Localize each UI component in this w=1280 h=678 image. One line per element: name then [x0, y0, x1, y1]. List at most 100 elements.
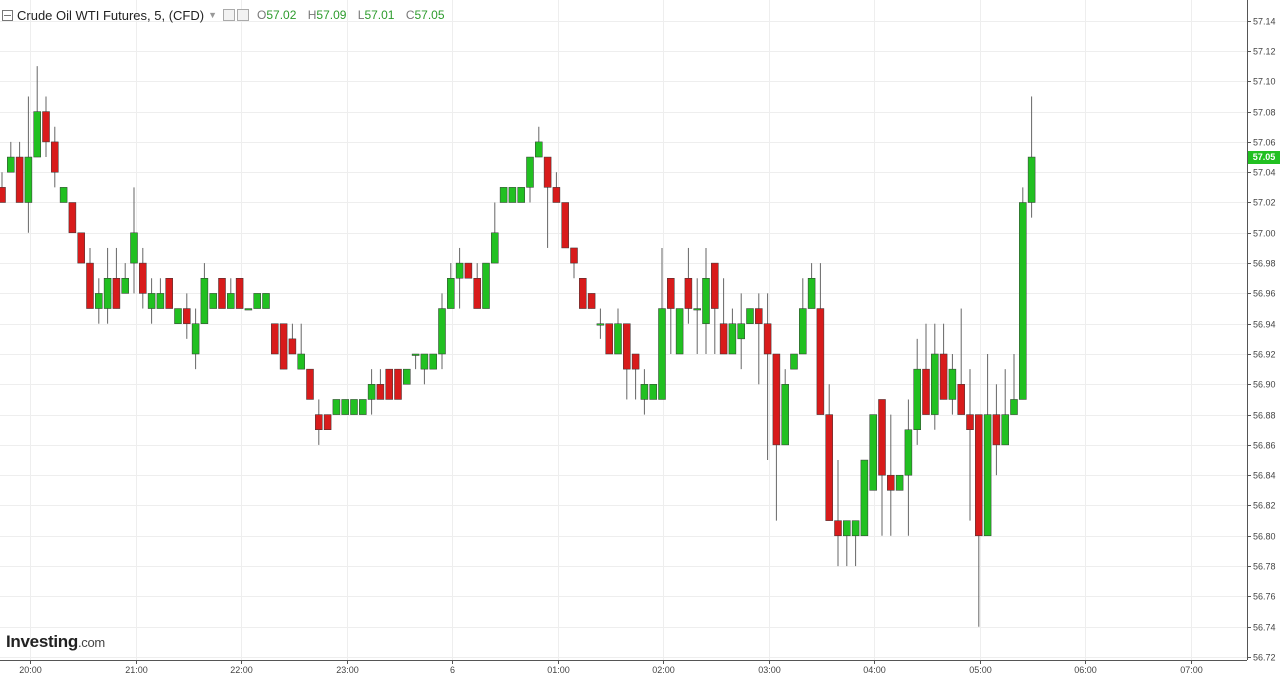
candle-body — [684, 278, 693, 309]
candle — [693, 278, 701, 354]
candle-body — [983, 414, 992, 537]
candle-body — [209, 293, 217, 309]
candle — [24, 96, 33, 233]
candle — [288, 323, 297, 355]
candle-body — [156, 293, 165, 309]
y-tick-label: 56.80 — [1253, 532, 1276, 542]
candle-body — [1010, 399, 1018, 415]
candle — [719, 278, 728, 355]
candle — [904, 399, 913, 536]
candle-body — [587, 293, 596, 309]
candle — [323, 414, 332, 431]
candle — [746, 308, 754, 324]
candle-body — [139, 262, 147, 294]
candle-body — [957, 384, 965, 415]
candle — [411, 353, 420, 370]
candle — [447, 263, 455, 309]
chevron-down-icon[interactable]: ▼ — [208, 10, 217, 20]
instrument-title[interactable]: Crude Oil WTI Futures, 5, (CFD) — [17, 7, 205, 23]
candle-body — [579, 278, 587, 309]
candle — [631, 353, 640, 400]
candle-body — [376, 384, 385, 400]
candle-body — [183, 308, 191, 324]
candle — [77, 232, 85, 264]
candle — [482, 262, 490, 309]
candle — [306, 368, 314, 400]
candle-body — [130, 232, 138, 264]
candle — [658, 247, 666, 400]
candle-body — [42, 111, 50, 143]
candle-body — [887, 474, 895, 491]
candle — [253, 293, 261, 309]
x-tick-label: 01:00 — [547, 665, 570, 675]
candle-body — [640, 384, 649, 400]
candle-body — [1001, 414, 1009, 446]
candle-body — [15, 156, 24, 203]
candle — [68, 202, 77, 234]
y-tick-label: 57.08 — [1253, 108, 1276, 118]
candle — [15, 141, 24, 203]
y-tick-label: 56.78 — [1253, 562, 1276, 572]
candle-body — [235, 278, 244, 309]
candle-body — [447, 278, 455, 309]
candle-body — [843, 520, 851, 537]
candle — [7, 141, 15, 173]
y-tick-label: 56.90 — [1253, 380, 1276, 390]
candle — [878, 399, 886, 536]
candle-body — [860, 459, 869, 537]
candle — [121, 263, 129, 294]
candle — [614, 308, 622, 355]
x-tick-label: 22:00 — [230, 665, 253, 675]
candle — [869, 414, 877, 491]
low-value: 57.01 — [364, 8, 395, 22]
candle-body — [0, 187, 6, 203]
candle-body — [781, 384, 789, 446]
candle — [59, 187, 68, 203]
candles — [0, 66, 1036, 627]
candle-body — [403, 368, 411, 385]
candle — [191, 308, 200, 370]
candle — [649, 384, 657, 400]
candle-body — [147, 293, 156, 309]
chart-header: Crude Oil WTI Futures, 5, (CFD) ▼ O57.02… — [0, 6, 453, 24]
candle-body — [561, 202, 569, 249]
candle-body — [675, 308, 684, 355]
x-tick-label: 02:00 — [652, 665, 675, 675]
candle — [517, 187, 525, 203]
candle-body — [596, 323, 605, 326]
candle-body — [658, 308, 666, 400]
candle — [209, 293, 217, 309]
candle-body — [482, 262, 490, 309]
candle-body — [807, 278, 816, 309]
y-tick-label: 56.88 — [1253, 411, 1276, 421]
candle — [711, 262, 719, 354]
candle-body — [244, 308, 253, 311]
candle — [535, 126, 543, 158]
candle-body — [7, 156, 15, 173]
candle — [130, 187, 138, 294]
candle — [235, 278, 244, 309]
collapse-icon[interactable] — [2, 9, 13, 21]
x-tick-label: 23:00 — [336, 665, 359, 675]
candle-body — [649, 384, 657, 400]
price-axis: 57.14 57.12 57.10 57.08 57.06 57.04 57.02 57.00… — [1247, 0, 1276, 663]
candle — [807, 263, 816, 309]
candle — [350, 399, 358, 415]
candle-body — [332, 399, 341, 415]
close-icon[interactable] — [237, 9, 249, 21]
candle-body — [939, 353, 948, 400]
candle — [429, 353, 437, 370]
candle-body — [297, 353, 305, 370]
settings-icon[interactable] — [223, 9, 235, 21]
candle-body — [420, 353, 429, 370]
x-tick-label: 06:00 — [1074, 665, 1097, 675]
candle-body — [411, 353, 420, 356]
x-tick-label: 07:00 — [1180, 665, 1203, 675]
candle-body — [306, 368, 314, 400]
open-value: 57.02 — [266, 8, 297, 22]
candle — [200, 263, 209, 324]
candle — [103, 247, 112, 324]
candle-body — [385, 368, 393, 400]
candle-body — [895, 474, 904, 491]
